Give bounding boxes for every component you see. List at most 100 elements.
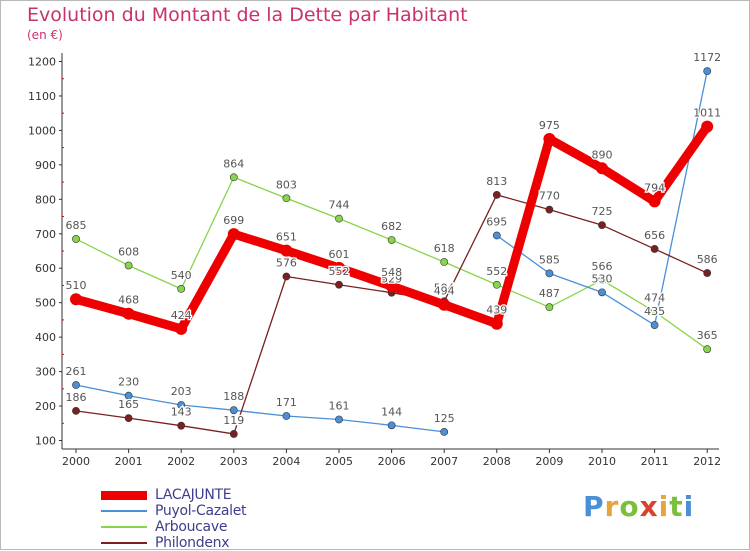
data-point bbox=[545, 205, 554, 214]
x-tick-label: 2010 bbox=[588, 455, 616, 468]
y-tick-label: 600 bbox=[35, 262, 56, 275]
logo-letter: i bbox=[683, 490, 695, 523]
data-point bbox=[598, 288, 606, 297]
data-label: 203 bbox=[171, 385, 192, 398]
data-label: 618 bbox=[434, 242, 455, 255]
legend-label-lacajunte: LACAJUNTE bbox=[155, 487, 232, 503]
data-point bbox=[650, 321, 659, 329]
data-point bbox=[333, 261, 345, 274]
data-label: 601 bbox=[329, 248, 350, 261]
data-label: 585 bbox=[539, 253, 560, 266]
legend-label-arboucave: Arboucave bbox=[155, 519, 228, 535]
data-point bbox=[385, 280, 398, 293]
data-label: 119 bbox=[223, 414, 244, 427]
data-label: 586 bbox=[697, 253, 718, 266]
data-point bbox=[124, 261, 133, 270]
data-label: 744 bbox=[329, 199, 350, 212]
data-label: 566 bbox=[592, 260, 613, 273]
data-point bbox=[280, 244, 293, 257]
series-line-philondenx bbox=[75, 410, 235, 435]
legend-item-arboucave: Arboucave bbox=[101, 519, 246, 535]
data-label: 125 bbox=[434, 412, 455, 425]
y-tick-label: 1000 bbox=[28, 124, 56, 137]
data-label: 794 bbox=[644, 181, 665, 194]
legend-item-lacajunte: LACAJUNTE bbox=[101, 487, 246, 503]
data-point bbox=[596, 162, 608, 175]
data-label: 552 bbox=[486, 265, 507, 278]
data-point bbox=[490, 317, 503, 330]
data-label: 144 bbox=[381, 405, 402, 418]
data-label: 230 bbox=[118, 376, 139, 389]
y-tick-label: 400 bbox=[35, 331, 56, 344]
data-label: 685 bbox=[66, 219, 87, 232]
legend-swatch-puyol-cazalet bbox=[101, 510, 147, 512]
series-line-philondenx bbox=[233, 194, 708, 435]
data-label: 188 bbox=[223, 390, 244, 403]
x-tick-label: 2009 bbox=[535, 455, 563, 468]
data-label: 487 bbox=[539, 287, 560, 300]
y-tick-label: 900 bbox=[35, 159, 56, 172]
data-label: 540 bbox=[171, 269, 192, 282]
data-point bbox=[492, 190, 501, 199]
data-label: 474 bbox=[644, 292, 665, 305]
data-point bbox=[72, 381, 80, 389]
logo-letter: P bbox=[583, 490, 605, 523]
data-point bbox=[72, 235, 80, 243]
data-point bbox=[229, 430, 238, 438]
data-point bbox=[282, 412, 291, 420]
data-point bbox=[598, 276, 606, 284]
y-tick-label: 700 bbox=[35, 228, 56, 241]
data-label: 576 bbox=[276, 256, 297, 269]
x-tick-label: 2012 bbox=[693, 455, 721, 468]
data-point bbox=[387, 236, 396, 244]
series-line-puyol-cazalet bbox=[75, 384, 445, 433]
data-label: 529 bbox=[381, 273, 402, 286]
y-tick-label: 200 bbox=[35, 400, 56, 413]
data-point bbox=[124, 391, 133, 400]
data-label: 651 bbox=[276, 231, 297, 244]
x-tick-label: 2006 bbox=[378, 455, 406, 468]
x-tick-label: 2001 bbox=[115, 455, 143, 468]
chart-subtitle: (en €) bbox=[27, 28, 63, 42]
data-label: 1011 bbox=[693, 107, 721, 120]
legend-swatch-arboucave bbox=[101, 526, 147, 528]
data-label: 1172 bbox=[693, 51, 721, 64]
data-point bbox=[648, 195, 661, 208]
logo-letter: t bbox=[669, 490, 684, 523]
data-point bbox=[545, 269, 554, 278]
data-point bbox=[703, 269, 712, 277]
x-tick-label: 2003 bbox=[220, 455, 248, 468]
data-label: 504 bbox=[434, 281, 455, 294]
data-label: 608 bbox=[118, 245, 139, 258]
data-point bbox=[124, 414, 133, 423]
data-point bbox=[335, 280, 343, 289]
data-point bbox=[543, 133, 556, 146]
x-tick-label: 2004 bbox=[272, 455, 300, 468]
data-label: 171 bbox=[276, 396, 297, 409]
data-label: 699 bbox=[223, 214, 244, 227]
logo-letter: x bbox=[639, 490, 659, 523]
data-label: 186 bbox=[66, 391, 87, 404]
data-label: 161 bbox=[329, 399, 350, 412]
data-point bbox=[335, 214, 343, 223]
legend-item-philondenx: Philondenx bbox=[101, 535, 246, 551]
data-point bbox=[282, 194, 291, 203]
data-point bbox=[227, 228, 240, 241]
data-label: 365 bbox=[697, 329, 718, 342]
data-point bbox=[177, 401, 186, 409]
y-tick-label: 500 bbox=[35, 297, 56, 310]
data-label: 424 bbox=[171, 309, 192, 322]
data-point bbox=[387, 421, 396, 430]
legend-swatch-lacajunte bbox=[101, 490, 147, 500]
data-point bbox=[335, 415, 343, 424]
y-tick-label: 100 bbox=[35, 435, 56, 448]
data-label: 695 bbox=[486, 215, 507, 228]
data-point bbox=[438, 298, 451, 311]
data-point bbox=[598, 221, 606, 230]
data-point bbox=[177, 284, 186, 293]
logo-letter: r bbox=[604, 490, 620, 523]
data-label: 803 bbox=[276, 178, 297, 191]
y-tick-label: 800 bbox=[35, 193, 56, 206]
